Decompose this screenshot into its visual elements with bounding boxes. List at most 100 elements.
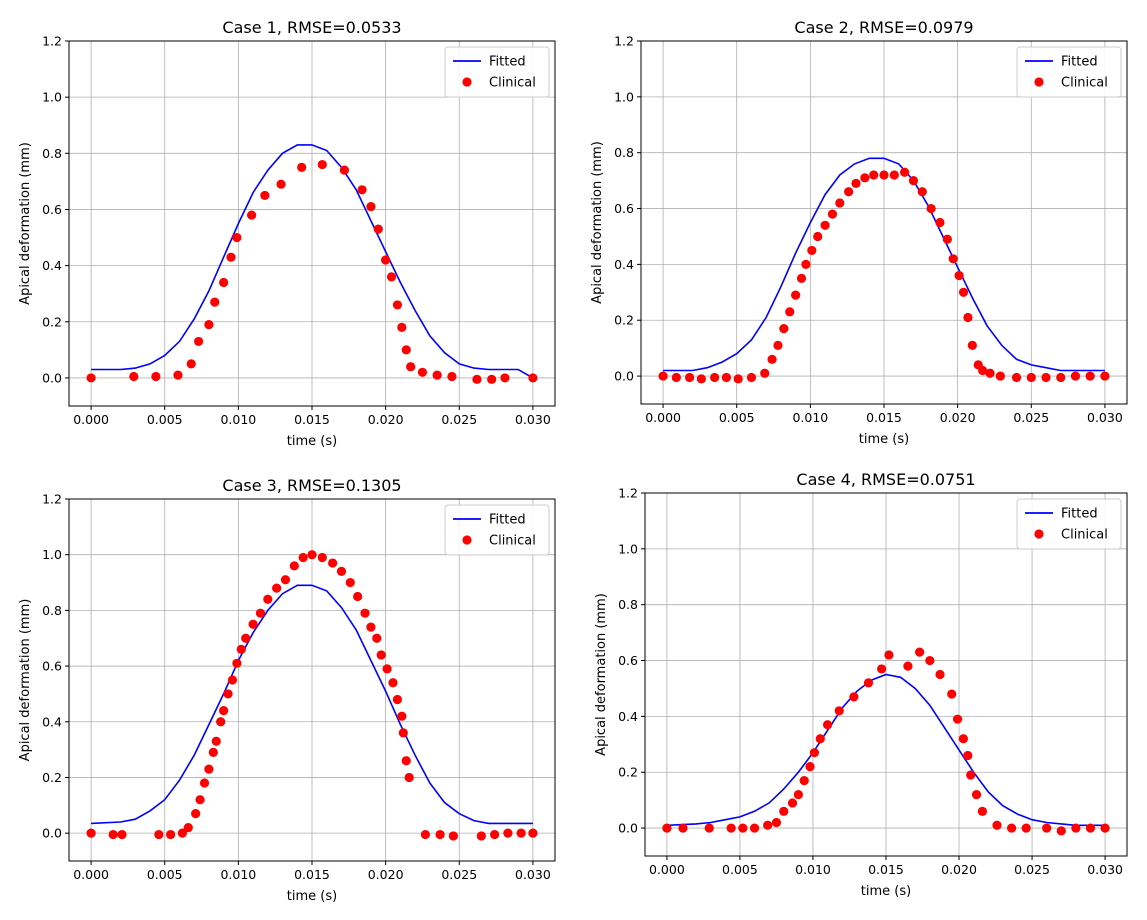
data-point-clinical — [963, 750, 973, 761]
data-point-clinical — [721, 372, 732, 383]
data-point-clinical — [822, 720, 833, 730]
data-point-clinical — [869, 170, 879, 180]
y-tick-label: 0.0 — [614, 369, 634, 384]
data-point-clinical — [376, 650, 386, 660]
data-point-clinical — [1070, 371, 1081, 381]
data-point-clinical — [500, 373, 510, 383]
data-point-clinical — [662, 823, 672, 833]
data-point-clinical — [779, 806, 789, 816]
data-point-clinical — [216, 717, 226, 727]
data-point-clinical — [844, 187, 854, 197]
chart-title: Case 2, RMSE=0.0979 — [794, 18, 973, 37]
data-point-clinical — [276, 179, 286, 189]
x-tick-label: 0.015 — [294, 412, 330, 427]
x-tick-label: 0.005 — [719, 410, 755, 425]
data-point-clinical — [807, 245, 817, 256]
data-point-clinical — [307, 550, 317, 560]
x-tick-label: 0.010 — [792, 410, 828, 425]
data-point-clinical — [903, 661, 913, 671]
data-point-clinical — [272, 583, 282, 593]
data-point-clinical — [401, 756, 411, 766]
data-point-clinical — [815, 734, 825, 744]
data-point-clinical — [767, 354, 777, 364]
legend-label: Clinical — [1061, 76, 1108, 91]
data-point-clinical — [372, 633, 382, 643]
data-point-clinical — [388, 678, 398, 688]
y-tick-label: 1.0 — [42, 90, 62, 105]
data-point-clinical — [1026, 372, 1036, 383]
data-point-clinical — [490, 829, 500, 840]
data-point-clinical — [678, 823, 688, 833]
data-point-clinical — [448, 831, 458, 841]
data-point-clinical — [1071, 823, 1081, 833]
x-tick-label: 0.000 — [73, 867, 109, 882]
x-axis-label: time (s) — [861, 884, 911, 899]
data-point-clinical — [117, 829, 127, 840]
data-point-clinical — [1007, 823, 1017, 833]
y-tick-label: 0.4 — [614, 257, 634, 272]
data-point-clinical — [260, 190, 270, 201]
legend-box — [444, 504, 550, 556]
data-point-clinical — [108, 829, 118, 840]
y-tick-label: 0.4 — [42, 258, 62, 273]
data-point-clinical — [763, 820, 773, 830]
data-point-clinical — [516, 828, 526, 838]
data-point-clinical — [404, 772, 414, 783]
y-tick-label: 0.0 — [42, 370, 62, 385]
y-tick-label: 0.2 — [42, 770, 62, 785]
data-point-clinical — [1100, 823, 1110, 833]
data-point-clinical — [227, 675, 238, 685]
y-tick-label: 0.2 — [42, 314, 62, 329]
data-point-clinical — [796, 273, 807, 283]
legend: Fitted Clinical — [444, 46, 550, 98]
y-tick-label: 0.0 — [618, 821, 638, 836]
data-point-clinical — [503, 828, 513, 838]
data-point-clinical — [827, 209, 838, 219]
x-axis-label: time (s) — [859, 432, 909, 447]
data-point-clinical — [966, 770, 976, 780]
y-tick-label: 1.0 — [614, 89, 634, 104]
data-point-clinical — [183, 822, 193, 833]
data-point-clinical — [386, 272, 397, 282]
chart-title: Case 4, RMSE=0.0751 — [796, 470, 975, 489]
x-tick-label: 0.005 — [147, 867, 183, 882]
legend-label: Clinical — [489, 76, 536, 91]
data-point-clinical — [773, 340, 783, 350]
x-tick-label: 0.015 — [868, 862, 904, 877]
data-point-clinical — [247, 210, 257, 220]
series-line-fitted — [91, 584, 533, 825]
data-point-clinical — [366, 202, 376, 212]
legend-marker-swatch — [462, 535, 472, 545]
x-tick-label: 0.010 — [795, 862, 831, 877]
data-point-clinical — [967, 340, 977, 350]
y-axis-label: Apical deformation (mm) — [18, 599, 33, 762]
legend-marker-swatch — [1034, 77, 1044, 87]
legend-marker-swatch — [462, 77, 472, 87]
legend-box — [1016, 46, 1122, 98]
data-point-clinical — [835, 198, 845, 208]
legend: Fitted Clinical — [1016, 46, 1122, 98]
data-point-clinical — [793, 789, 803, 800]
data-point-clinical — [528, 373, 538, 383]
x-tick-label: 0.025 — [1013, 410, 1049, 425]
legend-box — [444, 46, 550, 98]
data-point-clinical — [834, 706, 844, 716]
data-point-clinical — [487, 374, 497, 384]
chart-panel-1: 0.000 0.005 0.010 0.015 0.020 0.025 0.030 0.0 0.… — [18, 18, 556, 449]
data-point-clinical — [1100, 371, 1110, 381]
data-point-clinical — [210, 297, 220, 307]
data-point-clinical — [704, 823, 714, 833]
y-axis-label: Apical deformation (mm) — [594, 593, 609, 756]
chart-panel-2: 0.000 0.005 0.010 0.015 0.020 0.025 0.030 0.0 0.… — [590, 18, 1128, 447]
data-point-clinical — [948, 254, 958, 264]
y-tick-label: 0.4 — [618, 709, 638, 724]
data-point-clinical — [317, 552, 327, 563]
data-point-clinical — [226, 252, 236, 262]
data-point-clinical — [199, 778, 210, 788]
data-point-clinical — [787, 798, 798, 808]
data-point-clinical — [154, 829, 164, 840]
data-point-clinical — [849, 692, 859, 702]
data-point-clinical — [289, 561, 299, 571]
data-point-clinical — [805, 762, 815, 772]
x-tick-label: 0.025 — [441, 412, 477, 427]
